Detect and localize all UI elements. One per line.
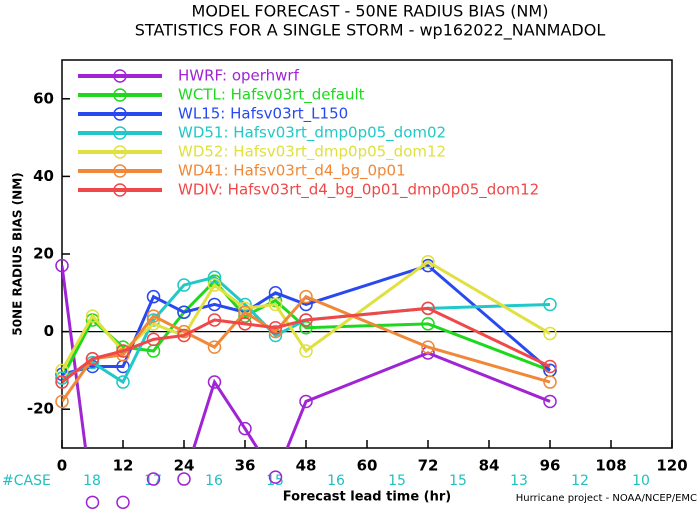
chart-subtitle: STATISTICS FOR A SINGLE STORM - wp162022… (135, 21, 606, 41)
legend-label: WDIV: Hafsv03rt_d4_bg_0p01_dmp0p05_dom12 (178, 181, 539, 200)
y-tick-label: 40 (33, 167, 54, 185)
data-point (421, 301, 435, 316)
x-tick-label: 36 (235, 457, 256, 475)
data-point (268, 470, 283, 484)
data-point (543, 297, 557, 312)
case-count: 16 (205, 473, 223, 489)
data-point (146, 332, 161, 347)
data-point (543, 326, 557, 341)
x-tick-label: 72 (418, 457, 439, 475)
data-point (116, 495, 130, 510)
data-point (421, 255, 435, 269)
case-count: 16 (327, 473, 345, 489)
x-tick-label: 48 (296, 457, 317, 475)
data-point (299, 320, 313, 335)
data-point (421, 340, 435, 354)
data-point (299, 313, 313, 327)
legend-label: WCTL: Hafsv03rt_default (178, 86, 365, 105)
legend-marker (113, 183, 127, 197)
series-line (62, 306, 551, 384)
data-point (177, 305, 191, 319)
legend-label: WD41: Hafsv03rt_d4_bg_0p01 (178, 162, 406, 181)
data-point (116, 348, 130, 362)
legend-label: WD51: Hafsv03rt_dmp0p05_dom02 (178, 124, 446, 143)
data-point (85, 352, 100, 366)
legend-marker (113, 69, 127, 83)
case-count: 12 (571, 473, 589, 489)
data-point (299, 394, 313, 409)
x-tick-label: 12 (113, 457, 134, 475)
data-point (238, 317, 252, 331)
data-point (421, 317, 435, 331)
y-tick-label: 20 (33, 245, 54, 263)
plot-frame (61, 59, 673, 449)
case-count: 13 (510, 473, 528, 489)
x-tick-label: 0 (57, 457, 67, 475)
x-tick-label: 24 (174, 457, 195, 475)
case-count: 15 (449, 473, 467, 489)
x-tick-label: 84 (479, 457, 500, 475)
data-point (177, 278, 191, 292)
case-count: 10 (632, 473, 650, 489)
data-point (146, 289, 161, 304)
data-point (207, 278, 222, 292)
data-point (268, 324, 283, 339)
data-point (238, 421, 252, 436)
case-count: 15 (388, 473, 406, 489)
data-point (543, 375, 557, 389)
y-tick-label: 60 (33, 89, 54, 107)
x-axis-label: Forecast lead time (hr) (283, 490, 451, 505)
legend-marker (113, 145, 127, 159)
data-point (543, 394, 557, 409)
legend-marker (113, 107, 127, 121)
data-point (55, 258, 69, 273)
data-point (177, 328, 191, 343)
data-point (299, 289, 313, 304)
data-point (116, 375, 130, 389)
case-label: #CASE (2, 473, 51, 489)
data-point (55, 394, 69, 409)
series-line (62, 265, 551, 448)
x-tick-label: 96 (540, 457, 561, 475)
chart-title: MODEL FORECAST - 50NE RADIUS BIAS (NM) (192, 2, 549, 21)
data-point (146, 472, 161, 486)
data-point (207, 340, 222, 354)
data-point (268, 320, 283, 335)
y-axis-label: 50NE RADIUS BIAS (NM) (11, 172, 25, 335)
data-point (55, 375, 69, 389)
data-point (543, 359, 557, 374)
data-point (85, 309, 100, 323)
data-point (146, 309, 161, 323)
x-tick-label: 60 (357, 457, 378, 475)
data-point (177, 472, 191, 486)
data-point (85, 495, 100, 510)
data-point (268, 297, 283, 312)
x-tick-label: 108 (595, 457, 626, 475)
legend-label: WL15: Hafsv03rt_L150 (178, 105, 348, 124)
data-point (207, 375, 222, 389)
x-tick-label: 120 (656, 457, 687, 475)
legend-marker (113, 164, 127, 178)
legend-label: WD52: Hafsv03rt_dmp0p05_dom12 (178, 143, 446, 162)
series-line (62, 263, 551, 376)
data-point (299, 344, 313, 358)
series-line (62, 294, 551, 403)
series-line (62, 259, 551, 372)
footer: Hurricane project - NOAA/NCEP/EMC (516, 493, 697, 504)
case-count: 15 (266, 473, 284, 489)
legend-marker (113, 88, 127, 102)
series-line (62, 275, 551, 385)
legend-marker (113, 126, 127, 140)
legend-label: HWRF: operhwrf (178, 67, 300, 85)
data-point (116, 344, 130, 358)
y-tick-label: 0 (44, 322, 54, 340)
case-count: 18 (83, 473, 101, 489)
y-tick-label: -20 (27, 400, 54, 418)
data-point (207, 297, 222, 312)
data-point (207, 313, 222, 327)
